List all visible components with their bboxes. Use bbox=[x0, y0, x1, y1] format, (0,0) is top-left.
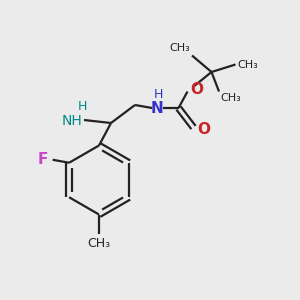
Text: F: F bbox=[38, 152, 48, 167]
Text: CH₃: CH₃ bbox=[170, 43, 190, 53]
Text: H: H bbox=[154, 88, 163, 101]
Text: N: N bbox=[151, 100, 164, 116]
Text: CH₃: CH₃ bbox=[237, 59, 258, 70]
Text: O: O bbox=[197, 122, 210, 137]
Text: CH₃: CH₃ bbox=[220, 93, 241, 103]
Text: CH₃: CH₃ bbox=[87, 237, 111, 250]
Text: O: O bbox=[190, 82, 203, 98]
Text: NH: NH bbox=[62, 114, 82, 128]
Text: H: H bbox=[78, 100, 87, 113]
